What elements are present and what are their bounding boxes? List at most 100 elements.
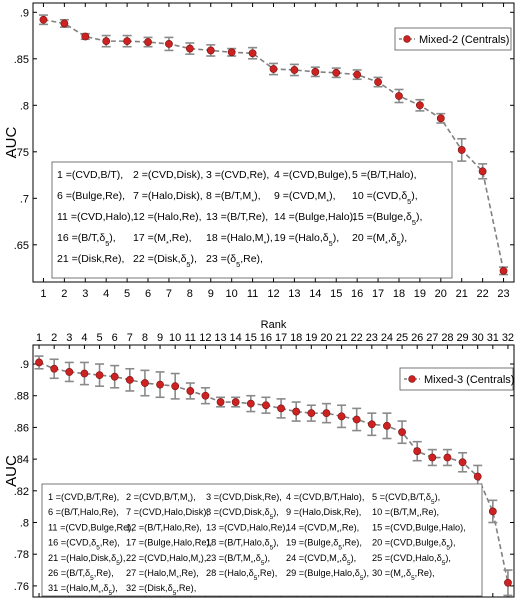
data-point (473, 472, 482, 481)
annotation-item: 15 =(CVD,Bulge,Halo), (372, 522, 466, 532)
data-point (277, 404, 285, 413)
data-point (201, 391, 210, 400)
x-tick-label: 3 (66, 332, 72, 344)
x-tick-label: 13 (288, 288, 300, 300)
x-tick-label: 10 (169, 332, 181, 344)
y-tick-label: .82 (14, 486, 29, 498)
data-point (206, 46, 215, 55)
data-point (141, 379, 149, 387)
x-tick-label: 30 (472, 332, 484, 344)
data-point (102, 37, 111, 46)
x-tick-label: 29 (456, 332, 468, 344)
y-tick-label: .78 (14, 549, 29, 561)
data-point (186, 387, 195, 395)
x-tick-label: 10 (226, 288, 238, 300)
annotation-item: 12 =(B/T,Halo,Re), (126, 522, 202, 532)
annotation-item: 5 =(B/T,Halo), (352, 169, 416, 181)
data-point (292, 407, 301, 416)
data-point (262, 401, 270, 410)
y-tick-label: .9 (20, 359, 29, 371)
annotation-item: 23 =(δ5,Re), (206, 253, 263, 269)
data-point (311, 67, 320, 76)
legend-marker (403, 35, 411, 43)
data-point (374, 78, 382, 86)
x-tick-label: 9 (157, 332, 163, 344)
annotation-item: 16 =(B/T,δ5), (57, 232, 116, 248)
y-tick-label: .85 (14, 54, 29, 66)
annotation-item: 19 =(Halo,δ5), (274, 232, 339, 248)
y-tick-label: .8 (20, 100, 29, 112)
x-tick-label: 23 (366, 332, 378, 344)
annotation-item: 15 =(Bulge,δ5), (352, 211, 422, 227)
x-tick-label: 32 (502, 332, 514, 344)
x-tick-label: 17 (275, 332, 287, 344)
annotation-item: 17 =(Bulge,Halo,Re), (126, 538, 212, 548)
y-tick-label: .65 (14, 240, 29, 252)
x-tick-label: 12 (199, 332, 211, 344)
data-point (248, 49, 257, 58)
data-point (337, 412, 346, 421)
data-point (165, 40, 173, 48)
data-point (95, 371, 104, 380)
x-tick-label: 9 (208, 288, 214, 300)
data-point (123, 37, 132, 46)
data-point (185, 44, 194, 53)
legend-box (399, 367, 514, 391)
annotation-item: 18 =(Halo,M*), (206, 232, 273, 248)
annotation-item: 4 =(CVD,Bulge), (274, 169, 351, 181)
x-tick-label: 7 (166, 288, 172, 300)
annotation-item: 1 =(CVD,B/T), (57, 169, 123, 181)
x-tick-label: 4 (81, 332, 87, 344)
x-tick-label: 31 (487, 332, 499, 344)
legend-marker (408, 375, 416, 383)
data-point (65, 368, 74, 376)
y-tick-label: .84 (14, 454, 29, 466)
x-tick-label: 13 (214, 332, 226, 344)
x-tick-label: 27 (426, 332, 438, 344)
data-point (231, 398, 240, 406)
annotation-item: 11 =(CVD,Bulge,Re), (48, 522, 134, 532)
annotation-item: 12 =(Halo,Re), (133, 211, 202, 223)
annotation-item: 13 =(CVD,Halo,Re), (206, 522, 288, 532)
data-point (499, 266, 508, 275)
legend-box (394, 27, 512, 51)
annotation-item: 7 =(Halo,Disk), (133, 190, 203, 202)
x-tick-label: 21 (335, 332, 347, 344)
annotation-item: 4 =(CVD,B/T,Halo), (286, 492, 364, 502)
data-point (367, 420, 376, 429)
y-tick-label: .76 (14, 581, 29, 593)
x-tick-label: 20 (435, 288, 447, 300)
x-tick-label: 7 (127, 332, 133, 344)
x-tick-label: 5 (96, 332, 102, 344)
legend-label: Mixed-3 (Centrals) (424, 374, 514, 386)
data-point (290, 66, 299, 74)
annotation-item: 10 =(CVD,δ5), (352, 190, 418, 206)
data-point (352, 415, 361, 424)
y-tick-label: .75 (14, 147, 29, 159)
x-tick-label: 4 (103, 288, 109, 300)
data-point (307, 409, 316, 418)
annotation-item: 20 =(M*,δ5), (352, 232, 407, 248)
annotation-item: 8 =(B/T,M*), (206, 190, 261, 206)
y-tick-label: .86 (14, 422, 29, 434)
x-tick-label: 24 (381, 332, 393, 344)
data-point (156, 380, 164, 389)
data-point (269, 65, 278, 73)
x-tick-label: 11 (247, 288, 258, 300)
data-point (216, 398, 225, 406)
x-tick-label: 19 (414, 288, 426, 300)
x-tick-label: 16 (351, 288, 363, 300)
x-tick-label: 18 (393, 288, 405, 300)
data-point (80, 369, 89, 378)
annotation-item: 9 =(CVD,M*), (274, 190, 336, 206)
x-tick-label: 6 (145, 288, 151, 300)
x-tick-label: 15 (330, 288, 342, 300)
y-tick-label: .8 (20, 518, 29, 530)
x-tick-label: 25 (396, 332, 408, 344)
annotation-item: 6 =(B/T,Halo,Re), (48, 507, 119, 517)
annotation-item: 11 =(CVD,Halo), (57, 211, 134, 223)
data-point (436, 114, 445, 123)
x-tick-label: 3 (82, 288, 88, 300)
x-tick-label: 8 (142, 332, 148, 344)
